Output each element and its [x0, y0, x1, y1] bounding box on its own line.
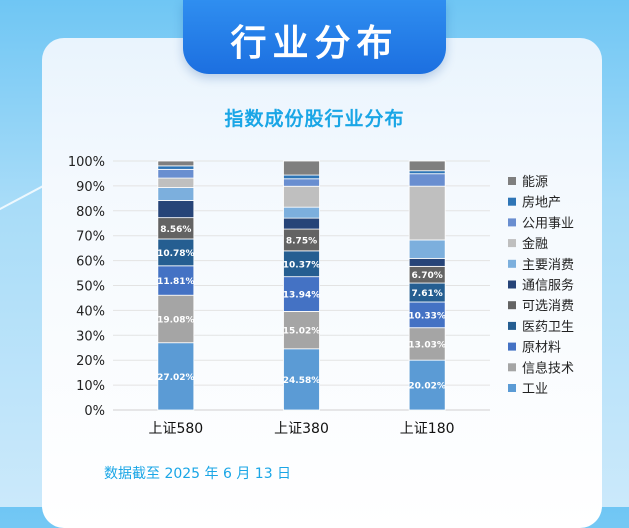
data-label: 8.56%	[160, 225, 191, 235]
y-tick-label: 0%	[84, 404, 105, 419]
chart-title: 指数成份股行业分布	[224, 108, 405, 130]
y-tick-label: 30%	[76, 329, 105, 344]
legend-swatch	[508, 259, 516, 268]
data-label: 20.02%	[408, 382, 446, 392]
bar-segment	[157, 187, 195, 201]
x-category-label: 上证380	[274, 421, 329, 437]
bar-segment	[283, 206, 320, 219]
bar-segment	[408, 239, 446, 259]
legend-swatch	[508, 363, 516, 372]
y-tick-label: 80%	[76, 205, 105, 220]
legend-swatch	[508, 301, 516, 310]
legend-swatch	[508, 239, 516, 248]
bar-segment	[408, 257, 446, 267]
data-label: 27.02%	[157, 373, 195, 383]
legend-swatch	[508, 280, 516, 289]
bar-segment	[157, 165, 195, 170]
y-tick-label: 50%	[76, 280, 105, 295]
legend-swatch	[508, 342, 516, 351]
bar-segment	[157, 168, 195, 179]
bar-segment	[157, 342, 195, 411]
data-label: 6.70%	[412, 271, 443, 281]
legend-label: 房地产	[522, 195, 561, 211]
bar-segment	[157, 238, 195, 267]
x-category-label: 上证580	[148, 421, 203, 437]
data-label: 10.78%	[157, 249, 195, 259]
legend-label: 信息技术	[522, 360, 574, 376]
y-tick-label: 90%	[76, 180, 105, 195]
data-label: 7.61%	[412, 289, 443, 299]
bar-segment	[157, 265, 195, 296]
bar-segment	[283, 174, 320, 180]
legend-label: 能源	[522, 175, 548, 190]
header-tab: 行业分布	[183, 0, 446, 74]
legend-label: 原材料	[522, 341, 561, 356]
bar-segment	[408, 359, 446, 411]
y-tick-label: 40%	[76, 304, 105, 319]
data-label: 15.02%	[283, 327, 321, 337]
y-tick-label: 100%	[68, 155, 105, 170]
data-label: 24.58%	[283, 376, 321, 386]
bar-segment	[283, 276, 320, 312]
bar-segment	[408, 185, 446, 241]
y-tick-label: 20%	[76, 354, 105, 369]
data-label: 10.37%	[283, 260, 321, 270]
bar-segment	[283, 250, 320, 278]
data-label: 13.94%	[283, 291, 321, 301]
legend-label: 主要消费	[522, 258, 574, 273]
bar-segment	[283, 178, 320, 187]
legend-label: 金融	[522, 236, 548, 252]
legend-swatch	[508, 197, 516, 206]
bar-segment	[283, 310, 320, 350]
bar-segment	[408, 327, 446, 361]
x-category-label: 上证180	[400, 421, 455, 437]
y-tick-label: 60%	[76, 255, 105, 270]
bar-segment	[408, 173, 446, 187]
data-label: 10.33%	[408, 311, 446, 321]
data-label: 13.03%	[408, 340, 446, 350]
data-label: 8.75%	[286, 236, 317, 246]
stacked-bar-chart: 0% 10% 20% 30% 40% 50% 60% 70% 80% 90% 100% 27.02% 1…	[68, 155, 574, 437]
bar-segment	[283, 217, 320, 230]
data-label: 19.08%	[157, 315, 195, 325]
legend-label: 医药卫生	[522, 320, 574, 335]
bar-segment	[408, 160, 446, 172]
legend-label: 可选消费	[522, 299, 574, 314]
bar-segment	[157, 160, 195, 167]
bar-segment	[283, 160, 320, 176]
legend-swatch	[508, 321, 516, 330]
bar-segment	[408, 301, 446, 329]
legend-swatch	[508, 384, 516, 392]
bar-segment	[157, 177, 195, 188]
page-title: 行业分布	[230, 23, 399, 64]
legend-label: 通信服务	[522, 278, 574, 294]
data-date-note: 数据截至 2025 年 6 月 13 日	[104, 466, 292, 482]
legend-swatch	[508, 218, 516, 227]
y-tick-label: 70%	[76, 230, 105, 245]
legend-swatch	[508, 177, 516, 185]
legend-label: 工业	[522, 382, 548, 397]
data-label: 11.81%	[157, 277, 195, 287]
legend-label: 公用事业	[522, 216, 574, 231]
bar-segment	[157, 294, 195, 344]
bar-segment	[157, 200, 195, 219]
y-tick-label: 10%	[76, 379, 105, 394]
bar-segment	[283, 185, 320, 208]
bar-segment	[408, 170, 446, 175]
